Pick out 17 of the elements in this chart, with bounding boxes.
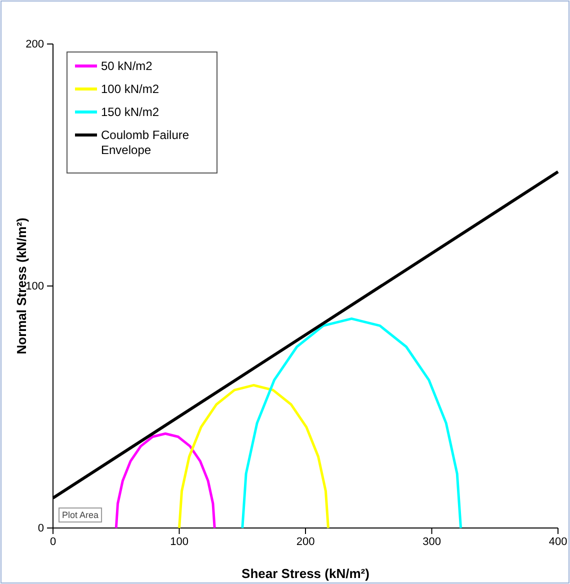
line-series <box>178 384 330 530</box>
line-series <box>241 317 462 530</box>
y-tick-label: 0 <box>38 522 44 535</box>
x-tick-label: 200 <box>296 536 315 548</box>
x-tick-label: 300 <box>422 536 441 548</box>
x-axis-title: Shear Stress (kN/m²) <box>242 566 370 581</box>
legend-label: 50 kN/m2 <box>101 59 153 73</box>
x-tick-label: 100 <box>170 536 188 548</box>
x-tick-label: 0 <box>50 536 56 548</box>
legend-label: Coulomb Failure Envelope <box>101 128 190 157</box>
line-series <box>114 432 216 530</box>
legend-label: 100 kN/m2 <box>101 82 160 96</box>
annotation: Plot Area <box>62 510 99 520</box>
legend-label: 150 kN/m2 <box>101 105 160 119</box>
y-tick-label: 200 <box>26 38 44 51</box>
y-tick-label: 100 <box>26 280 44 293</box>
x-tick-label: 400 <box>548 536 568 548</box>
